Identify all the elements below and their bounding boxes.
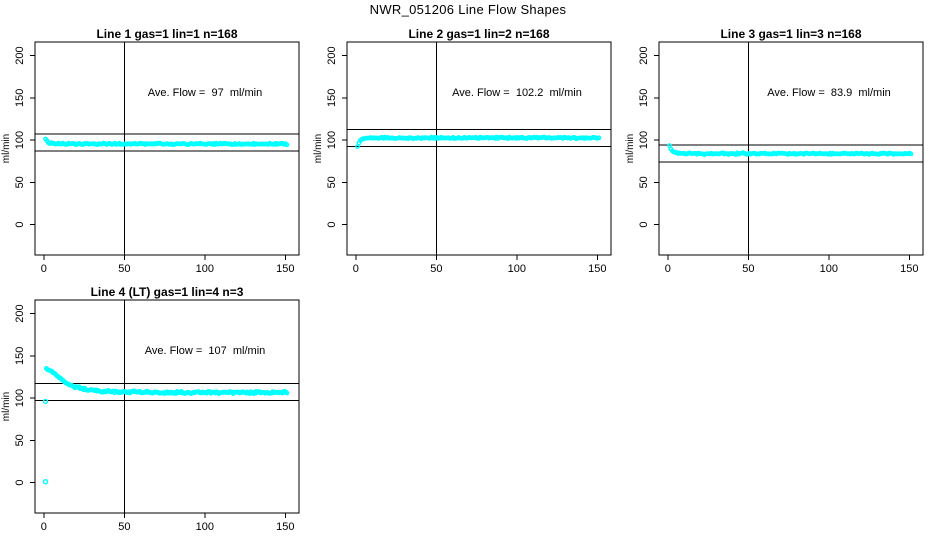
x-tick-label: 50 — [742, 263, 754, 275]
x-tick-label: 100 — [196, 521, 214, 533]
subplot-line-3: 0 50 100 150 0 50 100 150 200 ml/min Line 3 gas=1… — [624, 25, 936, 283]
x-tick-label: 150 — [588, 263, 606, 275]
x-tick-label: 0 — [41, 521, 47, 533]
y-tick-label: 200 — [638, 46, 650, 64]
plot-canvas-line-3: 0 50 100 150 0 50 100 150 200 ml/min — [625, 41, 924, 275]
ave-flow-annotation: Ave. Flow = 83.9 ml/min — [767, 87, 891, 99]
y-tick-label: 100 — [14, 389, 26, 407]
y-tick-label: 0 — [638, 222, 650, 228]
y-tick-label: 100 — [14, 131, 26, 149]
y-tick-label: 50 — [14, 176, 26, 188]
y-tick-label: 200 — [326, 46, 338, 64]
y-tick-label: 0 — [326, 222, 338, 228]
x-tick-label: 150 — [276, 263, 294, 275]
y-tick-label: 200 — [14, 304, 26, 322]
x-tick-label: 100 — [196, 263, 214, 275]
x-tick-label: 0 — [41, 263, 47, 275]
plot-box — [658, 41, 924, 256]
plot-box — [346, 41, 612, 256]
y-tick-label: 150 — [638, 89, 650, 107]
data-point — [908, 151, 914, 157]
x-tick-label: 0 — [665, 263, 671, 275]
outlier-point — [42, 478, 49, 485]
x-tick-label: 150 — [900, 263, 918, 275]
y-tick-label: 0 — [14, 222, 26, 228]
subplot-line-4: 0 50 100 150 0 50 100 150 200 ml/min Line 4 (LT) … — [0, 283, 312, 540]
y-tick-label: 50 — [326, 176, 338, 188]
x-tick-label: 100 — [508, 263, 526, 275]
subplot-title: Line 3 gas=1 lin=3 n=168 — [720, 27, 862, 41]
scatter-points — [42, 366, 290, 485]
y-tick-label: 150 — [14, 89, 26, 107]
plot-canvas-line-2: 0 50 100 150 0 50 100 150 200 ml/min — [313, 41, 612, 275]
data-point — [284, 142, 290, 148]
y-axis-label: ml/min — [1, 134, 12, 163]
plot-box — [34, 41, 300, 256]
x-tick-label: 0 — [353, 263, 359, 275]
y-axis-label: ml/min — [313, 134, 324, 163]
scatter-points — [43, 136, 290, 148]
data-point — [596, 135, 602, 141]
y-axis-label: ml/min — [625, 134, 636, 163]
y-tick-label: 50 — [638, 176, 650, 188]
subplot-title: Line 2 gas=1 lin=2 n=168 — [408, 27, 550, 41]
subplot-line-2: 0 50 100 150 0 50 100 150 200 ml/min Line 2 gas=1… — [312, 25, 624, 283]
plot-box — [34, 299, 300, 514]
y-tick-label: 50 — [14, 434, 26, 446]
data-point — [284, 390, 290, 396]
x-tick-label: 50 — [118, 263, 130, 275]
y-tick-label: 150 — [326, 89, 338, 107]
subplot-line-1: 0 50 100 150 0 50 100 150 200 ml/min Line 1 gas=1… — [0, 25, 312, 283]
y-tick-label: 100 — [638, 131, 650, 149]
plot-canvas-line-4: 0 50 100 150 0 50 100 150 200 ml/min — [1, 299, 300, 533]
y-tick-label: 150 — [14, 347, 26, 365]
figure-title: NWR_051206 Line Flow Shapes — [369, 2, 567, 17]
x-tick-label: 50 — [118, 521, 130, 533]
ave-flow-annotation: Ave. Flow = 102.2 ml/min — [452, 87, 582, 99]
scatter-points — [355, 134, 602, 150]
ave-flow-annotation: Ave. Flow = 107 ml/min — [144, 345, 266, 357]
x-tick-label: 50 — [430, 263, 442, 275]
x-tick-label: 100 — [820, 263, 838, 275]
y-tick-label: 100 — [326, 131, 338, 149]
ave-flow-annotation: Ave. Flow = 97 ml/min — [147, 87, 263, 99]
subplot-title: Line 4 (LT) gas=1 lin=4 n=3 — [90, 285, 244, 299]
outlier-point — [42, 398, 49, 405]
x-tick-label: 150 — [276, 521, 294, 533]
y-tick-label: 200 — [14, 46, 26, 64]
y-tick-label: 0 — [14, 480, 26, 486]
plot-canvas-line-1: 0 50 100 150 0 50 100 150 200 ml/min — [1, 41, 300, 275]
subplot-title: Line 1 gas=1 lin=1 n=168 — [96, 27, 238, 41]
y-axis-label: ml/min — [1, 392, 12, 421]
scatter-points — [667, 143, 914, 157]
